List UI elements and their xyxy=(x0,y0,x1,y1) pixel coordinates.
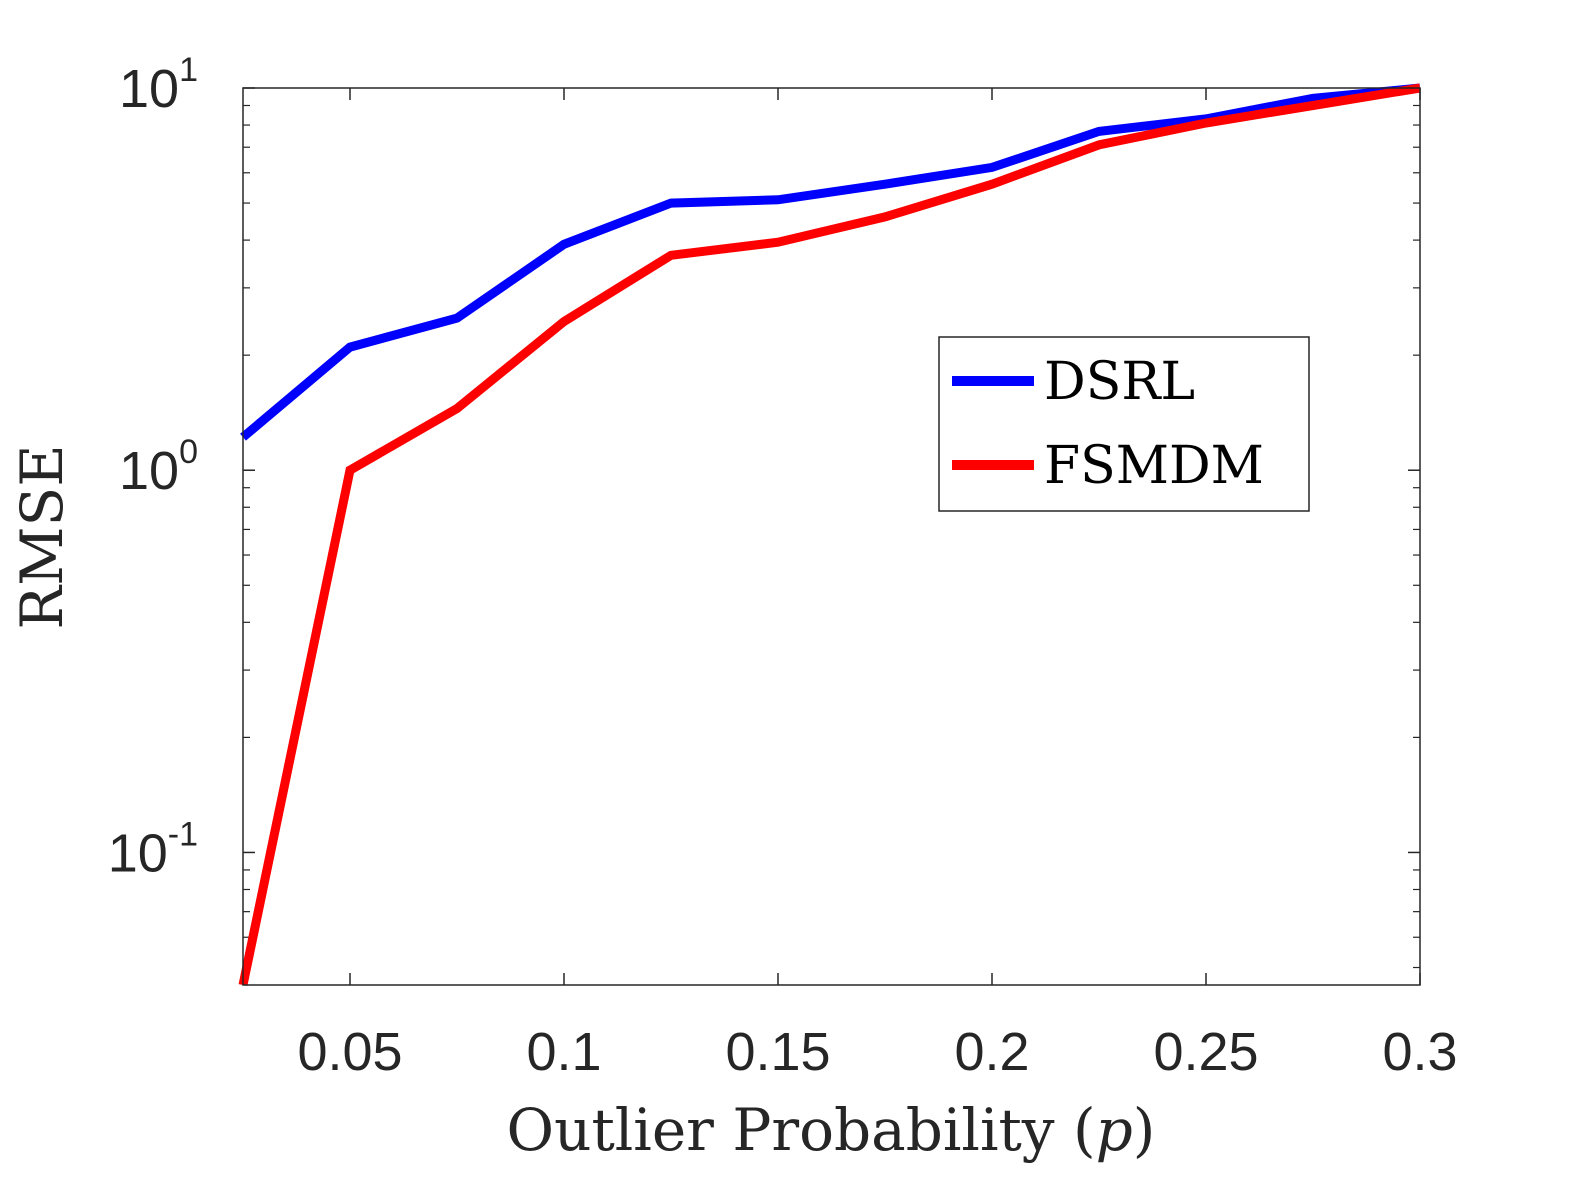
x-tick-label: 0.1 xyxy=(526,1022,601,1082)
legend-label-dsrl: DSRL xyxy=(1044,352,1195,412)
x-tick-label: 0.25 xyxy=(1153,1022,1258,1082)
x-tick-label: 0.3 xyxy=(1382,1022,1457,1082)
plot-frame xyxy=(242,87,1421,986)
data-series xyxy=(238,83,1421,986)
x-tick-labels: 0.05 0.1 0.15 0.2 0.25 0.3 xyxy=(297,1022,1457,1082)
y-tick-label: 100 xyxy=(119,433,198,501)
y-tick-label: 10-1 xyxy=(108,815,198,883)
legend-box xyxy=(938,336,1310,512)
x-axis-symbol: p xyxy=(1096,1096,1133,1164)
legend-label-fsmdm: FSMDM xyxy=(1044,436,1264,496)
x-axis-title-text: Outlier Probability xyxy=(507,1096,1055,1164)
x-tick-label: 0.15 xyxy=(725,1022,830,1082)
x-axis-title: Outlier Probability (p) xyxy=(507,1096,1156,1164)
series-line-dsrl xyxy=(240,83,1421,441)
y-tick-labels: 101 100 10-1 xyxy=(108,51,198,883)
x-tick-label: 0.2 xyxy=(954,1022,1029,1082)
series-line-fsmdm xyxy=(238,83,1421,986)
legend: DSRL FSMDM xyxy=(938,336,1310,512)
plot-area xyxy=(243,88,1420,985)
y-tick-label: 101 xyxy=(119,51,198,119)
y-axis-title: RMSE xyxy=(8,444,76,629)
x-tick-label: 0.05 xyxy=(297,1022,402,1082)
